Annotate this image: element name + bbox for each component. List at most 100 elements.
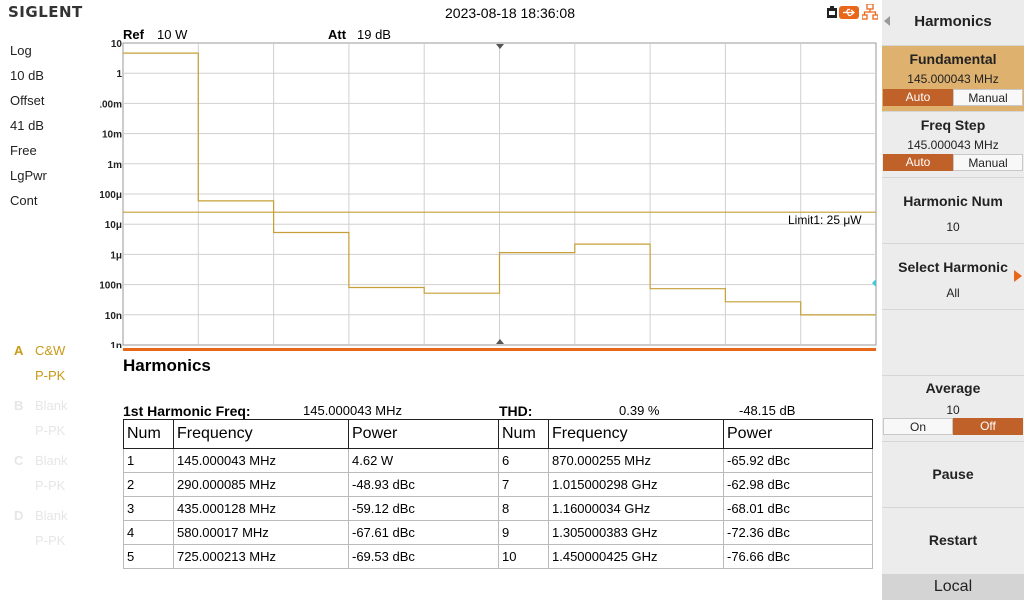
col-num: Num [123,419,174,449]
harmonics-title: Harmonics [123,356,211,375]
attenuation-label: Att [328,27,347,42]
table-cell: 1.015000298 GHz [548,472,724,497]
select-harmonic-label: Select Harmonic [898,259,1008,275]
freq-step-manual-option[interactable]: Manual [953,154,1023,171]
table-row: 4 580.00017 MHz -67.61 dBc 9 1.305000383… [123,520,873,545]
trace-end-marker [872,279,876,287]
softkey-menu: Harmonics Fundamental 145.000043 MHz Aut… [882,0,1024,600]
table-cell: 435.000128 MHz [173,496,349,521]
trigger-mode: Free [10,143,37,158]
trace-a-line [123,52,876,316]
detector-type: LgPwr [10,168,47,183]
average-on-option[interactable]: On [883,418,953,435]
select-harmonic-value: All [946,286,960,300]
table-cell: 580.00017 MHz [173,520,349,545]
fundamental-auto-option[interactable]: Auto [883,89,953,106]
y-tick-label: 10m [102,130,122,141]
offset-label: Offset [10,93,45,108]
menu-back-arrow-icon[interactable] [884,16,890,26]
col-frequency: Frequency [548,419,724,449]
table-cell: -67.61 dBc [348,520,499,545]
freq-step-value: 145.000043 MHz [907,138,999,152]
fundamental-manual-option[interactable]: Manual [953,89,1023,106]
center-marker-top [496,44,504,49]
panel-separator [123,348,876,351]
center-marker-bottom [496,339,504,344]
table-header-row: Num Frequency Power Num Frequency Power [123,419,873,449]
harmonic-num-key[interactable]: Harmonic Num 10 [882,177,1024,243]
status-icons [826,4,878,22]
pause-key[interactable]: Pause [882,441,1024,507]
trace-b-mode: Blank [35,398,68,413]
fundamental-label: Fundamental [909,51,997,67]
freq-step-key[interactable]: Freq Step 145.000043 MHz Auto Manual [882,111,1024,177]
table-cell: 1.305000383 GHz [548,520,724,545]
local-key[interactable]: Local [882,574,1024,600]
battery-icon [827,6,837,18]
thd-db: -48.15 dB [739,403,796,418]
table-cell: 4 [123,520,174,545]
table-cell: 9 [498,520,549,545]
freq-step-label: Freq Step [920,117,986,133]
y-tick-label: 1n [110,341,122,348]
trace-b-detect: P-PK [35,423,66,438]
trace-c-mode: Blank [35,453,68,468]
scale-per-div: 10 dB [10,68,44,83]
average-key[interactable]: Average 10 On Off [882,375,1024,441]
usb-icon [839,6,859,19]
ref-level-value[interactable]: 10 W [157,27,188,42]
brand-logo: SIGLENT [8,3,83,21]
table-cell: -76.66 dBc [723,544,873,569]
fundamental-value: 145.000043 MHz [907,72,999,86]
y-tick-label: 100n [100,281,122,292]
table-row: 2 290.000085 MHz -48.93 dBc 7 1.01500029… [123,472,873,497]
fundamental-key[interactable]: Fundamental 145.000043 MHz Auto Manual [882,45,1024,111]
attenuation-value[interactable]: 19 dB [357,27,391,42]
select-harmonic-key[interactable]: Select Harmonic All [882,243,1024,309]
average-off-option[interactable]: Off [953,418,1023,435]
pause-label: Pause [932,466,974,482]
empty-key [882,309,1024,375]
col-num: Num [498,419,549,449]
table-row: 3 435.000128 MHz -59.12 dBc 8 1.16000034… [123,496,873,521]
trace-c-letter[interactable]: C [14,453,24,468]
table-cell: -72.36 dBc [723,520,873,545]
network-icon [862,4,878,20]
offset-value: 41 dB [10,118,44,133]
restart-label: Restart [928,532,978,548]
harmonic-num-label: Harmonic Num [903,193,1003,209]
table-row: 1 145.000043 MHz 4.62 W 6 870.000255 MHz… [123,448,873,473]
table-cell: -48.93 dBc [348,472,499,497]
table-row: 5 725.000213 MHz -69.53 dBc 10 1.4500004… [123,544,873,569]
trace-d-letter[interactable]: D [14,508,24,523]
ref-level-label: Ref [123,27,144,42]
harmonic-num-value: 10 [946,220,960,234]
fund-freq-value: 145.000043 MHz [303,403,403,418]
table-cell: 6 [498,448,549,473]
table-cell: 10 [498,544,549,569]
trace-b-letter[interactable]: B [14,398,24,413]
thd-label: THD: [499,403,533,419]
sweep-mode: Cont [10,193,38,208]
y-tick-label: 10n [105,311,122,322]
table-cell: 4.62 W [348,448,499,473]
trace-a-letter[interactable]: A [14,343,24,358]
table-cell: 1.450000425 GHz [548,544,724,569]
fund-freq-label: 1st Harmonic Freq: [123,403,251,419]
col-frequency: Frequency [173,419,349,449]
limit-label: Limit1: 25 μW [788,213,862,227]
table-cell: -65.92 dBc [723,448,873,473]
freq-step-auto-option[interactable]: Auto [883,154,953,171]
trace-c-detect: P-PK [35,478,66,493]
y-tick-label: 10μ [105,220,122,231]
table-cell: 7 [498,472,549,497]
y-tick-label: 1 [116,69,122,80]
restart-key[interactable]: Restart [882,507,1024,574]
harmonics-table: Num Frequency Power Num Frequency Power … [123,419,873,569]
table-cell: 2 [123,472,174,497]
average-label: Average [925,380,981,396]
scale-type: Log [10,43,32,58]
